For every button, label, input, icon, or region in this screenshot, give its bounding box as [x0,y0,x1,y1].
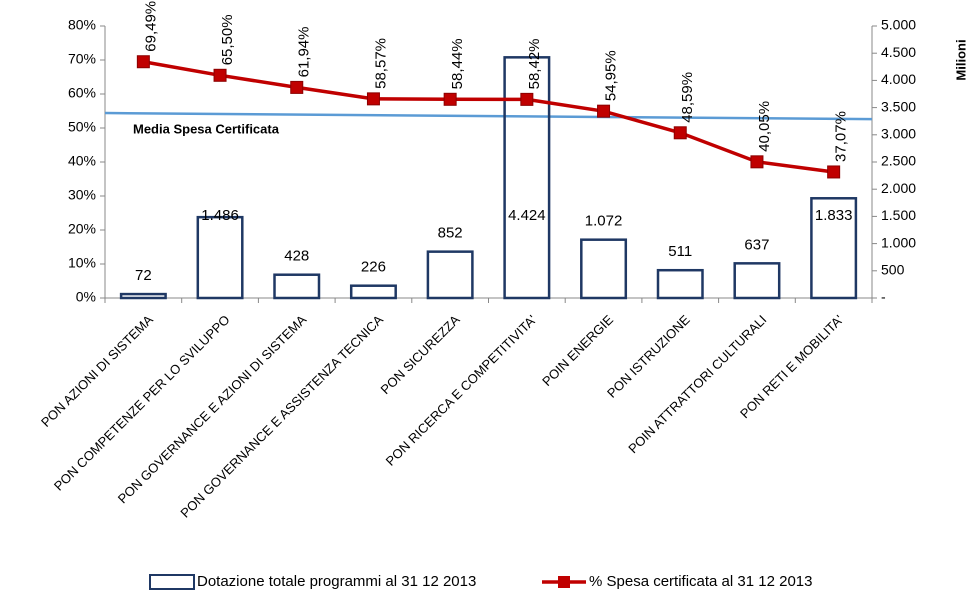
line-value-label: 58,57% [372,38,389,89]
average-label: Media Spesa Certificata [133,121,280,136]
bar-value-label: 1.072 [585,213,623,230]
y-tick-label: 60% [68,85,96,101]
line-value-label: 37,07% [833,111,850,162]
bar [733,262,781,300]
legend-label: % Spesa certificata al 31 12 2013 [589,573,812,590]
bar [273,273,321,300]
line-value-label: 69,49% [142,1,159,52]
y-tick-label: 0% [76,289,96,305]
y-tick-label: 10% [68,255,96,271]
bar-value-label: 637 [744,236,769,253]
bar-value-label: 852 [438,225,463,242]
legend-swatch [149,574,195,590]
line [143,60,834,174]
bar [119,292,167,300]
x-tick-label: PON SICUREZZA [378,312,463,397]
bar [196,215,244,300]
line-marker [673,126,687,140]
x-tick-label: PON RICERCA E COMPETITIVITA' [383,312,540,469]
bar-value-label: 511 [668,243,692,260]
bar-value-label: 4.424 [508,207,546,224]
line-value-label: 48,59% [679,72,696,123]
x-tick-label: POIN ATTRATTORI CULTURALI [625,312,769,456]
y2-tick-label: 1.500 [881,207,916,223]
line-marker [213,68,227,82]
bar [656,268,704,300]
y2-tick-label: - [881,289,886,305]
y-tick-label: 20% [68,221,96,237]
x-tick-label: POIN ENERGIE [539,312,616,389]
y-tick-label: 80% [68,17,96,33]
y2-tick-label: 3.000 [881,126,916,142]
bar [349,284,397,300]
bar-value-label: 72 [135,267,152,284]
line-marker [136,55,150,69]
bar-value-label: 1.486 [201,207,239,224]
legend-swatch [558,576,570,588]
line-value-label: 54,95% [603,50,620,101]
line-marker [827,165,841,179]
line-value-label: 40,05% [756,101,773,152]
average-line [104,111,873,121]
bar [503,56,551,300]
y-tick-label: 70% [68,51,96,67]
y-tick-label: 40% [68,153,96,169]
bar-value-label: 428 [284,248,309,265]
y2-tick-label: 5.000 [881,17,916,33]
x-tick-label: PON ISTRUZIONE [604,312,693,401]
y2-tick-label: 1.000 [881,234,916,250]
line-marker [750,155,764,169]
line-marker [290,80,304,94]
line-marker [366,92,380,106]
line-marker [443,92,457,106]
line-value-label: 61,94% [296,27,313,78]
y2-tick-label: 4.500 [881,44,916,60]
line-marker [597,104,611,118]
y2-tick-label: 3.500 [881,98,916,114]
bar [426,250,474,300]
bar-value-label: 1.833 [815,207,853,224]
line-value-label: 58,44% [449,38,466,89]
y-tick-label: 30% [68,187,96,203]
y2-axis-label: Milioni [953,39,968,80]
y2-tick-label: 2.000 [881,180,916,196]
y2-tick-label: 2.500 [881,153,916,169]
y2-tick-label: 500 [881,262,905,278]
y-tick-label: 50% [68,119,96,135]
line-value-label: 65,50% [219,14,236,65]
bar [580,238,628,300]
line-value-label: 58,42% [526,38,543,89]
x-tick-label: PON COMPETENZE PER LO SVILUPPO [51,312,233,494]
line-marker [520,92,534,106]
legend-label: Dotazione totale programmi al 31 12 2013 [197,573,476,590]
bar [810,197,858,300]
y2-tick-label: 4.000 [881,71,916,87]
bar-value-label: 226 [361,259,386,276]
